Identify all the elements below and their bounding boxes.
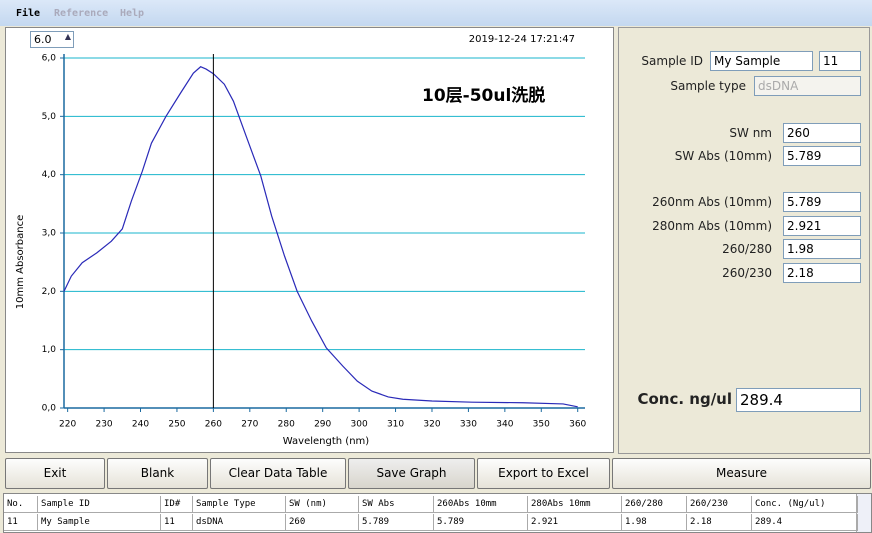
y-tick-label: 1,0 (42, 345, 57, 355)
table-cell: 260 (286, 514, 359, 531)
spin-icon: ▲ (64, 32, 71, 41)
abs260-field: 5.789 (783, 192, 861, 212)
button[interactable]: Measure (612, 458, 871, 489)
x-tick-label: 290 (314, 420, 331, 430)
table-cell: My Sample (38, 514, 161, 531)
sw-nm-input[interactable]: 260 (783, 123, 861, 143)
column-header: 260/280 (622, 496, 687, 513)
y-tick-label: 6,0 (42, 54, 57, 64)
table-cell: dsDNA (193, 514, 286, 531)
field-label: 260/230 (722, 266, 772, 280)
table-cell: 1.98 (622, 514, 687, 531)
x-tick-label: 360 (569, 420, 586, 430)
results-panel: Sample ID My Sample 11 Sample type dsDNA… (618, 27, 870, 454)
ratio-260-230-field: 2.18 (783, 263, 861, 283)
data-table: No. Sample ID ID# Sample Type SW (nm) SW Abs 2… (3, 493, 872, 533)
menu-item[interactable]: Help (120, 8, 145, 19)
x-tick-label: 350 (533, 420, 550, 430)
chart-panel: 6.0 ▲ 2019-12-24 17:21:47 10层-50ul洗脱 Wave… (5, 27, 614, 453)
column-header: 260/230 (687, 496, 752, 513)
x-tick-label: 320 (423, 420, 440, 430)
field-label: 260/280 (722, 242, 772, 256)
sample-type-select[interactable]: dsDNA (754, 76, 861, 96)
field-label: SW Abs (10mm) (674, 149, 772, 163)
button[interactable]: Exit (5, 458, 105, 489)
sw-abs-field: 5.789 (783, 146, 861, 166)
x-tick-label: 280 (278, 420, 295, 430)
y-tick-label: 0,0 (42, 404, 57, 414)
x-axis-label: Wavelength (nm) (283, 436, 369, 447)
concentration-field: 289.4 (736, 388, 861, 412)
column-header: Sample ID (38, 496, 161, 513)
button[interactable]: Clear Data Table (210, 458, 346, 489)
absorbance-curve (63, 66, 578, 408)
column-header: SW (nm) (286, 496, 359, 513)
field-label: SW nm (729, 126, 772, 140)
sample-id-input[interactable]: My Sample (710, 51, 813, 71)
column-header: Conc. (Ng/ul) (752, 496, 858, 513)
ratio-260-280-field: 1.98 (783, 239, 861, 259)
y-tick-label: 4,0 (42, 170, 57, 180)
button[interactable]: Save Graph (348, 458, 475, 489)
x-tick-label: 310 (387, 420, 404, 430)
column-header: Sample Type (193, 496, 286, 513)
column-header: SW Abs (359, 496, 434, 513)
field-label: 260nm Abs (10mm) (652, 195, 772, 209)
column-header: 280Abs 10mm (528, 496, 622, 513)
menu-bar: File Reference Help (0, 0, 872, 26)
field-label: Sample type (670, 79, 746, 93)
x-tick-label: 250 (168, 420, 185, 430)
y-axis-label: 10mm Absorbance (15, 215, 26, 309)
x-tick-label: 230 (95, 420, 112, 430)
x-tick-label: 270 (241, 420, 258, 430)
table-cell: 5.789 (359, 514, 434, 531)
x-tick-label: 240 (132, 420, 149, 430)
y-tick-label: 2,0 (42, 287, 57, 297)
table-cell: 2.18 (687, 514, 752, 531)
scale-value: 6.0 (34, 33, 52, 46)
scrollbar[interactable] (856, 494, 871, 532)
x-tick-label: 330 (460, 420, 477, 430)
button[interactable]: Blank (107, 458, 208, 489)
field-label: Conc. ng/ul (637, 390, 732, 408)
x-tick-label: 260 (205, 420, 222, 430)
scale-spinner[interactable]: 6.0 ▲ (30, 31, 74, 48)
y-tick-label: 5,0 (42, 112, 57, 122)
field-label: 280nm Abs (10mm) (652, 219, 772, 233)
table-cell: 11 (4, 514, 38, 531)
column-header: ID# (161, 496, 193, 513)
button[interactable]: Export to Excel (477, 458, 610, 489)
table-cell: 5.789 (434, 514, 528, 531)
field-label: Sample ID (641, 54, 703, 68)
y-tick-label: 3,0 (42, 229, 57, 239)
table-cell: 11 (161, 514, 193, 531)
abs280-field: 2.921 (783, 216, 861, 236)
x-tick-label: 300 (351, 420, 368, 430)
column-header: 260Abs 10mm (434, 496, 528, 513)
x-tick-label: 220 (59, 420, 76, 430)
menu-item[interactable]: File (16, 8, 41, 19)
timestamp: 2019-12-24 17:21:47 (469, 34, 575, 45)
table-cell: 289.4 (752, 514, 858, 531)
x-tick-label: 340 (496, 420, 513, 430)
menu-item[interactable]: Reference (54, 8, 109, 19)
sample-number-input[interactable]: 11 (819, 51, 861, 71)
table-cell: 2.921 (528, 514, 622, 531)
chart: 2019-12-24 17:21:47 10层-50ul洗脱 Wavelengt… (15, 34, 587, 447)
annotation: 10层-50ul洗脱 (422, 85, 545, 106)
column-header: No. (4, 496, 38, 513)
